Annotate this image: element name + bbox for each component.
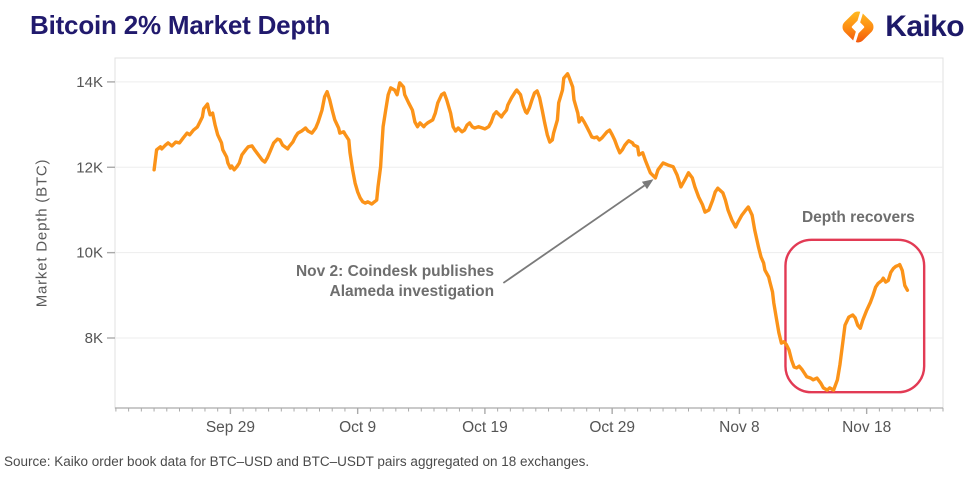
highlight-box [784,238,926,394]
x-tick-label-Oct-19: Oct 19 [462,419,508,436]
page-title: Bitcoin 2% Market Depth [30,10,331,40]
annotation-coindesk-line2: Alameda investigation [329,282,495,300]
x-tick-label-Nov-18: Nov 18 [842,419,891,436]
y-tick-label-10K: 10K [76,245,103,262]
kaiko-logo-icon [842,9,874,45]
x-tick-label-Oct-9: Oct 9 [339,419,376,436]
annotation-arrow-shaft [502,184,645,284]
y-tick-label-12K: 12K [76,159,103,176]
kaiko-logo: Kaiko [838,7,965,47]
y-tick-label-14K: 14K [76,74,103,91]
x-tick-label-Sep-29: Sep 29 [206,419,255,436]
annotation-coindesk: Nov 2: Coindesk publishes Alameda invest… [296,262,494,302]
y-tick-label-8K: 8K [85,330,103,347]
source-note: Source: Kaiko order book data for BTC–US… [4,454,590,469]
annotation-depth-recovers-line1: Depth recovers [801,208,915,226]
depth-line-series [152,72,910,392]
x-tick-label-Oct-29: Oct 29 [589,419,635,436]
annotation-depth-recovers: Depth recovers [802,208,915,228]
kaiko-logo-text: Kaiko [885,10,964,43]
annotation-arrow-head [641,179,654,190]
x-tick-label-Nov-8: Nov 8 [719,419,760,436]
annotation-coindesk-line1: Nov 2: Coindesk publishes [295,262,495,280]
